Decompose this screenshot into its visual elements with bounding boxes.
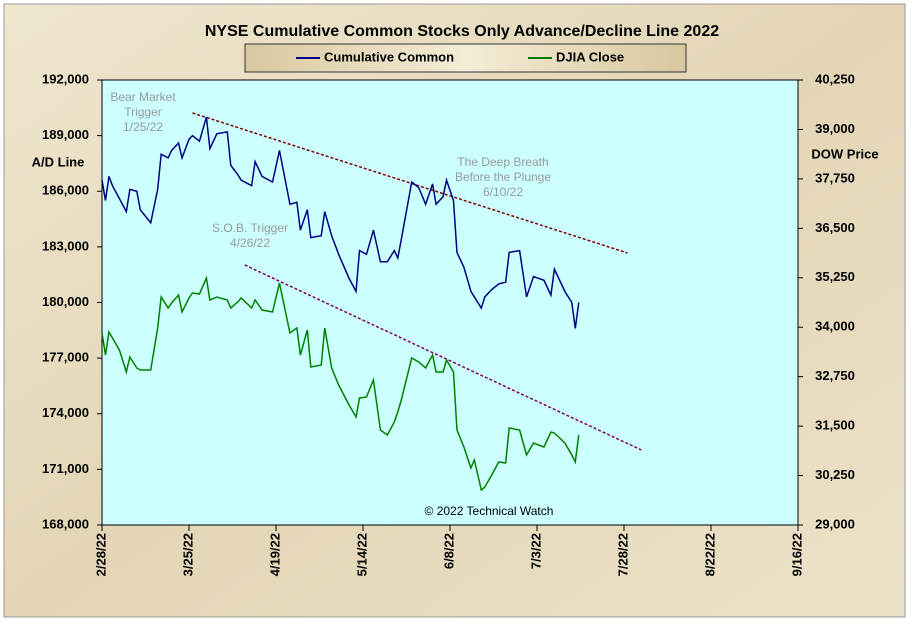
y-tick-label: 168,000 (42, 516, 89, 531)
y-tick-label: 183,000 (42, 238, 89, 253)
series-line (101, 275, 580, 492)
chart-title: NYSE Cumulative Common Stocks Only Advan… (205, 23, 719, 40)
annotation: 6/10/22 (483, 185, 523, 199)
annotation: Bear Market (110, 90, 176, 104)
y2-tick-label: 35,250 (815, 269, 855, 284)
y-tick-label: 177,000 (42, 350, 89, 365)
x-tick-label: 7/28/22 (615, 533, 630, 576)
y-tick-label: 186,000 (42, 183, 89, 198)
y-tick-label: 192,000 (42, 71, 89, 86)
x-tick-label: 9/16/22 (789, 533, 804, 576)
y-tick-label: 189,000 (42, 127, 89, 142)
y2-tick-label: 34,000 (815, 319, 855, 334)
trend-line (244, 264, 642, 451)
annotation: Trigger (124, 105, 162, 119)
y2-tick-label: 32,750 (815, 368, 855, 383)
legend-label: DJIA Close (556, 49, 624, 64)
legend-label: Cumulative Common (324, 49, 454, 64)
annotation: © 2022 Technical Watch (425, 504, 554, 518)
y-tick-label: 174,000 (42, 405, 89, 420)
y2-tick-label: 39,000 (815, 121, 855, 136)
trend-line (192, 112, 628, 254)
annotation: 1/25/22 (123, 120, 163, 134)
x-tick-label: 4/19/22 (267, 533, 282, 576)
x-tick-label: 3/25/22 (180, 533, 195, 576)
x-tick-label: 6/8/22 (441, 533, 456, 569)
annotation: 4/26/22 (230, 236, 270, 250)
y2-tick-label: 31,500 (815, 418, 855, 433)
y2-tick-label: 29,000 (815, 516, 855, 531)
y-tick-label: 171,000 (42, 461, 89, 476)
y2-tick-label: 37,750 (815, 170, 855, 185)
y2-tick-label: 36,500 (815, 220, 855, 235)
y-tick-label: 180,000 (42, 294, 89, 309)
series-line (101, 116, 580, 329)
y2-axis-label: DOW Price (811, 146, 878, 161)
y-axis-label: A/D Line (32, 154, 85, 169)
x-tick-label: 5/14/22 (354, 533, 369, 576)
x-tick-label: 7/3/22 (528, 533, 543, 569)
x-tick-label: 8/22/22 (702, 533, 717, 576)
annotation: Before the Plunge (455, 170, 551, 184)
y2-tick-label: 30,250 (815, 467, 855, 482)
annotation: The Deep Breath (457, 155, 548, 169)
x-tick-label: 2/28/22 (93, 533, 108, 576)
y2-tick-label: 40,250 (815, 71, 855, 86)
annotation: S.O.B. Trigger (212, 221, 288, 235)
plot-area (101, 79, 799, 526)
